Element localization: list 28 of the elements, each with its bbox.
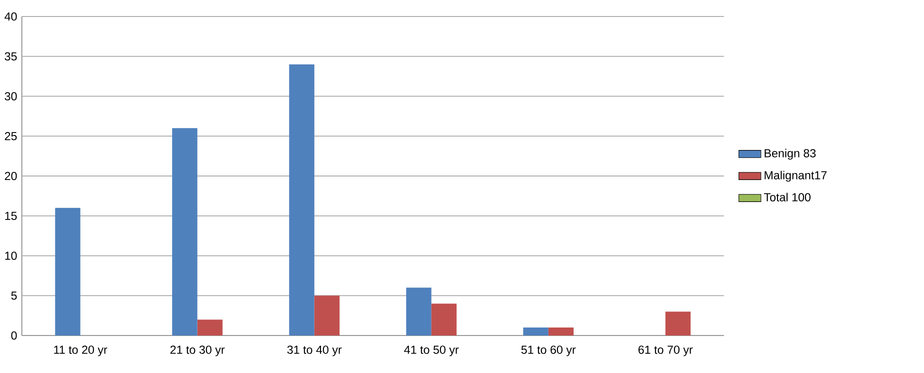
y-tick-label: 10 bbox=[5, 251, 17, 260]
legend-label: Total 100 bbox=[764, 192, 811, 202]
y-tick-label: 25 bbox=[4, 132, 17, 140]
bar bbox=[431, 303, 457, 336]
y-tick-label: 0 bbox=[11, 331, 17, 340]
bar bbox=[523, 327, 548, 336]
y-tick-label: 40 bbox=[4, 12, 17, 20]
y-tick-label: 20 bbox=[4, 172, 17, 180]
legend-label: Malignant17 bbox=[764, 170, 827, 182]
bar bbox=[197, 319, 223, 336]
bar bbox=[55, 208, 80, 336]
legend-label: Benign 83 bbox=[764, 148, 816, 160]
bar bbox=[289, 64, 314, 336]
bar bbox=[314, 295, 340, 336]
y-tick-label: 15 bbox=[5, 212, 17, 220]
y-tick-label: 35 bbox=[4, 52, 17, 60]
x-tick-label: 11 to 20 yr bbox=[54, 345, 108, 356]
x-tick-label: 31 to 40 yr bbox=[287, 345, 342, 356]
x-tick-label: 41 to 50 yr bbox=[404, 345, 459, 356]
bar bbox=[172, 128, 198, 336]
x-tick-label: 61 to 70 yr bbox=[638, 345, 693, 356]
bar bbox=[665, 311, 691, 336]
bar bbox=[406, 288, 432, 336]
x-tick-label: 21 to 30 yr bbox=[170, 345, 225, 356]
bar bbox=[548, 327, 574, 336]
x-tick-label: 51 to 60 yr bbox=[521, 345, 576, 356]
y-tick-label: 5 bbox=[11, 291, 17, 300]
y-tick-label: 30 bbox=[4, 92, 17, 100]
